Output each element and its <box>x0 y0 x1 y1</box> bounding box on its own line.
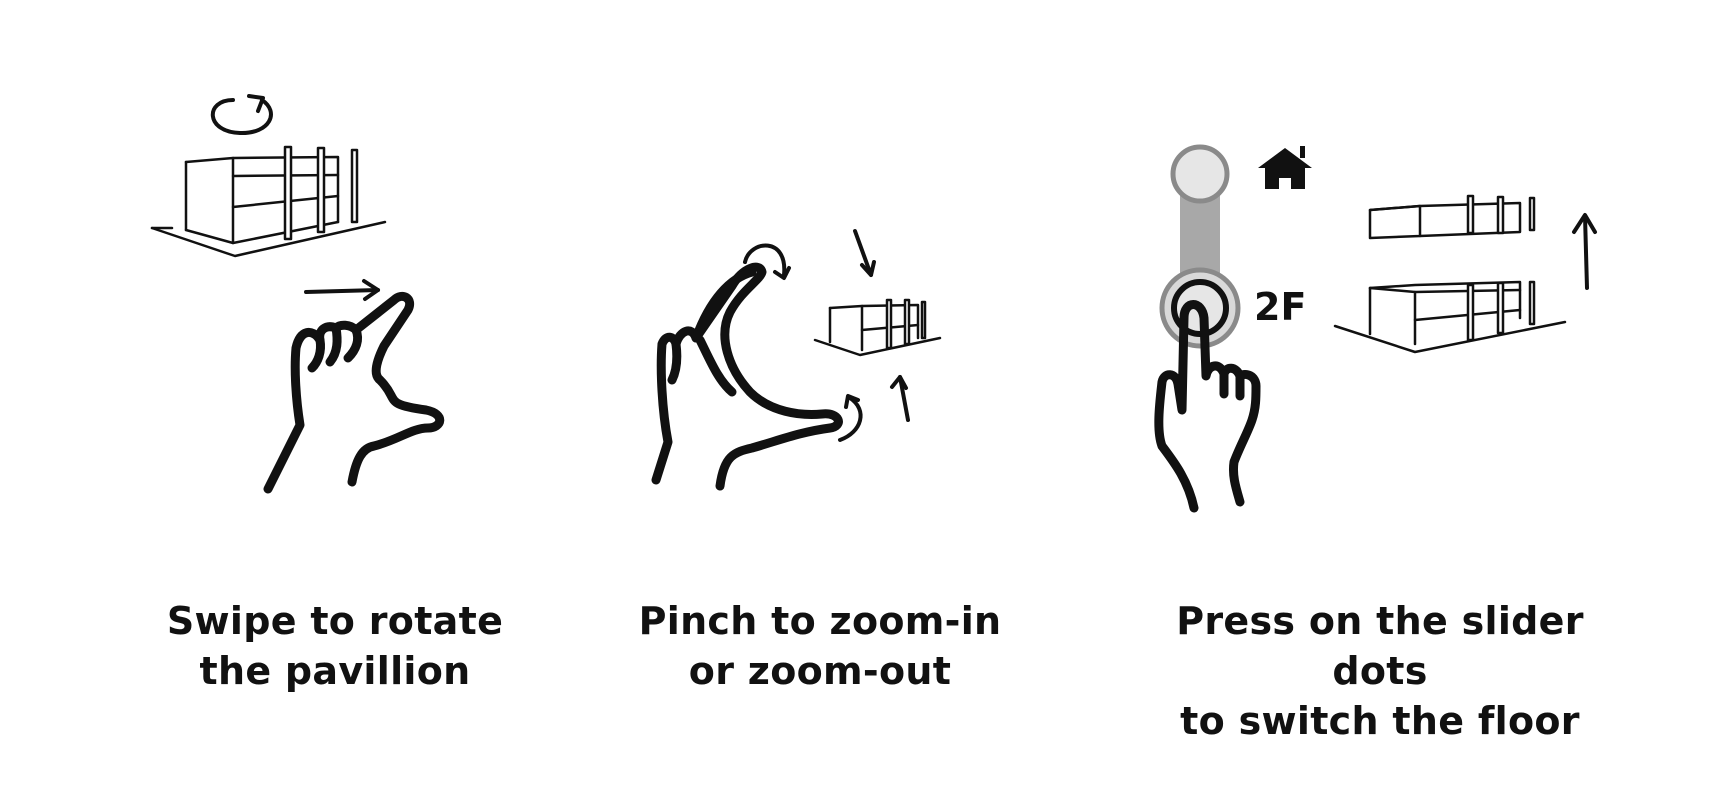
home-icon <box>1258 146 1312 189</box>
slider-caption-line2: to switch the floor <box>1180 699 1580 743</box>
swipe-arrow-icon <box>304 279 380 301</box>
slider-instruction-panel: 2F Press on the slider dots to switch th… <box>1120 0 1712 803</box>
pinch-hand-icon <box>651 262 843 491</box>
pinch-caption-line2: or zoom-out <box>688 649 952 693</box>
rotate-arrow-icon <box>210 94 273 136</box>
pinch-illustration <box>651 229 942 491</box>
tap-hand-icon <box>1154 300 1261 513</box>
swipe-illustration <box>150 94 445 494</box>
slider-caption: Press on the slider dots to switch the f… <box>1140 596 1620 746</box>
floor-label-2f: 2F <box>1254 285 1307 329</box>
swipe-hand-icon <box>263 291 445 494</box>
zoom-arrow-icon <box>853 229 910 422</box>
up-arrow-icon <box>1572 213 1597 290</box>
swipe-instruction-panel: Swipe to rotate the pavillion <box>0 0 600 803</box>
pinch-instruction-panel: Pinch to zoom-in or zoom-out <box>600 0 1120 803</box>
pinch-caption: Pinch to zoom-in or zoom-out <box>620 596 1020 696</box>
pavilion-small-icon <box>813 298 942 357</box>
slider-illustration <box>1154 144 1597 513</box>
swipe-caption: Swipe to rotate the pavillion <box>135 596 535 696</box>
pavilion-icon <box>150 145 387 258</box>
pavilion-split-icon <box>1333 194 1567 354</box>
swipe-caption-line2: the pavillion <box>199 649 471 693</box>
pinch-caption-line1: Pinch to zoom-in <box>638 599 1002 643</box>
finger-rotate-icon <box>743 243 863 442</box>
slider-dot-home[interactable] <box>1170 144 1230 204</box>
swipe-caption-line1: Swipe to rotate <box>166 599 504 643</box>
slider-caption-line1: Press on the slider dots <box>1176 599 1584 693</box>
